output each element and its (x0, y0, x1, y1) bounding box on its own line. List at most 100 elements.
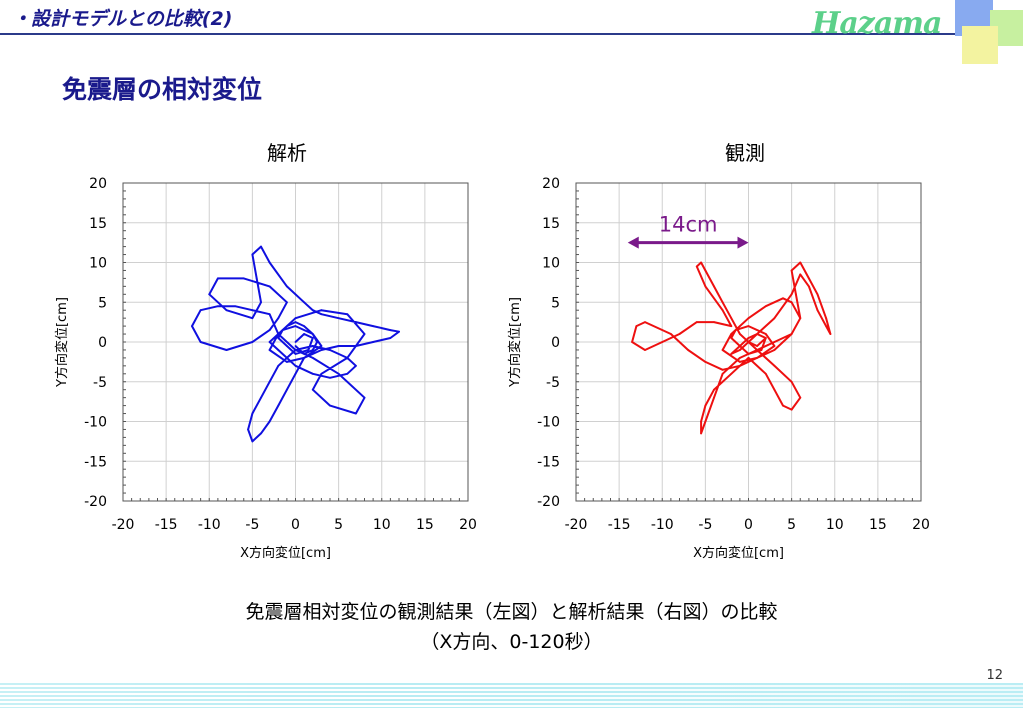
caption-line2: （X方向、0-120秒） (420, 631, 603, 653)
data-point (311, 345, 314, 347)
data-point (311, 372, 314, 375)
data-point (747, 341, 750, 343)
data-point (251, 309, 254, 312)
x-axis-label: X方向変位[cm] (693, 545, 784, 561)
data-point (337, 317, 340, 320)
data-point (199, 309, 202, 312)
data-point (251, 341, 254, 343)
x-axis-label: X方向変位[cm] (240, 545, 331, 561)
data-point (661, 341, 664, 343)
chart-title-observed: 観測 (725, 141, 765, 165)
data-point (268, 349, 271, 351)
x-tick-label: -5 (698, 517, 712, 533)
chart-analysis: -20 -15 -10 -5 0 5 10 15 20 20 15 10 5 0 -5 -10 -15 -20 X方… (54, 176, 477, 561)
data-point (807, 277, 810, 280)
data-point (208, 293, 211, 296)
data-point (721, 309, 724, 312)
grid (122, 182, 469, 502)
data-point (790, 333, 793, 335)
data-point (216, 277, 219, 280)
data-point (329, 376, 331, 379)
data-point (687, 349, 690, 351)
x-tick-label: -5 (245, 517, 259, 533)
data-point (790, 293, 793, 296)
data-point (700, 432, 702, 435)
data-point (799, 273, 802, 276)
data-point (247, 428, 249, 431)
data-point (790, 380, 793, 383)
data-point (829, 333, 832, 335)
data-point (346, 313, 349, 316)
data-point (294, 321, 297, 324)
data-point (281, 329, 284, 331)
data-point (260, 245, 262, 248)
data-point (251, 253, 254, 256)
data-point (320, 345, 323, 347)
decor-square-yellow (962, 26, 998, 64)
data-point (773, 345, 776, 347)
data-point (268, 261, 271, 264)
y-tick-label: 10 (542, 256, 560, 272)
data-point (730, 337, 733, 339)
data-point (695, 321, 698, 324)
orbit-trace-0 (191, 245, 400, 443)
data-point (303, 301, 306, 304)
x-tick-label: 0 (291, 517, 300, 533)
data-point (799, 396, 802, 399)
annotation-label: 14cm (659, 213, 718, 237)
data-point (799, 261, 802, 264)
data-point (285, 285, 288, 288)
data-point (700, 420, 702, 423)
data-point (631, 341, 633, 343)
data-point (713, 396, 715, 399)
data-point (285, 388, 288, 391)
data-point (294, 325, 297, 327)
data-point (216, 305, 219, 308)
data-point (363, 396, 366, 399)
data-point (764, 372, 767, 375)
annotation-arrowhead-left (627, 236, 639, 249)
data-point (346, 372, 349, 375)
data-point (704, 360, 707, 363)
y-tick-label: -20 (537, 494, 560, 510)
data-point (738, 360, 741, 363)
x-tick-label: 5 (334, 517, 343, 533)
data-point (294, 353, 297, 355)
x-tick-label: -10 (651, 517, 674, 533)
data-point (816, 293, 819, 296)
annotation-arrowhead-right (737, 236, 749, 249)
data-point (790, 301, 793, 304)
data-point (294, 341, 297, 343)
data-point (320, 313, 323, 316)
data-point (225, 309, 228, 312)
data-point (721, 368, 724, 371)
data-point (311, 349, 314, 351)
data-point (756, 349, 759, 351)
data-point (389, 329, 392, 331)
data-point (285, 325, 288, 327)
data-point (764, 305, 767, 308)
data-point (730, 333, 733, 335)
data-point (730, 325, 733, 327)
data-point (242, 277, 245, 280)
data-point (807, 285, 810, 288)
data-point (756, 333, 759, 335)
data-point (311, 337, 314, 339)
data-point (700, 261, 702, 264)
data-point (199, 341, 202, 343)
data-point (795, 293, 797, 296)
y-tick-label: -10 (537, 415, 560, 431)
data-point (738, 349, 741, 351)
data-point (354, 364, 357, 367)
data-point (329, 404, 331, 407)
company-logo: Hazama (812, 6, 942, 41)
data-point (730, 372, 733, 375)
data-point (277, 333, 280, 335)
data-point (773, 341, 776, 343)
data-point (294, 349, 297, 351)
data-point (225, 349, 228, 351)
data-point (251, 317, 254, 320)
data-point (738, 333, 741, 335)
data-point (372, 341, 375, 343)
data-point (389, 337, 392, 339)
